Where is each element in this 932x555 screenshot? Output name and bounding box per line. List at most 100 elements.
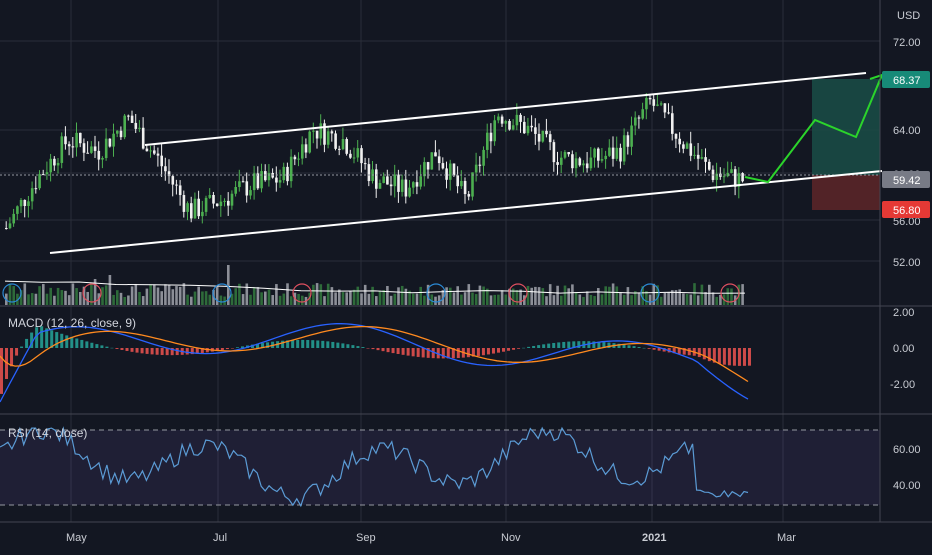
volume-bar (271, 295, 274, 305)
candle-body (537, 133, 541, 142)
volume-bar (289, 296, 293, 305)
volume-bar (671, 290, 674, 305)
candle-body (301, 144, 304, 159)
candle-body (574, 158, 578, 169)
volume-bar (615, 286, 619, 305)
projection-path[interactable] (744, 74, 883, 184)
volume-bar (123, 296, 126, 305)
volume-bar (67, 295, 71, 305)
macd-hist-bar (627, 345, 631, 348)
x-label-mar: Mar (777, 532, 796, 544)
macd-hist-bar (517, 348, 521, 349)
volume-bar (430, 294, 434, 305)
channel-upper-line[interactable] (144, 72, 867, 146)
candle-body (12, 213, 15, 224)
macd-hist-bar (140, 348, 144, 354)
volume-bar (219, 295, 223, 305)
volume-bar (486, 288, 489, 305)
macd-hist-bar (702, 348, 706, 360)
macd-hist-bar (356, 346, 360, 348)
candle-body (108, 138, 112, 147)
candle-body (382, 176, 385, 183)
volume-bar (589, 294, 593, 305)
candle-body (604, 155, 607, 160)
candle-body (737, 173, 741, 187)
candle-body (463, 180, 467, 195)
candle-layer (5, 93, 744, 230)
volume-bar (27, 294, 30, 305)
candle-body (526, 125, 530, 134)
candle-body (330, 131, 334, 134)
candle-body (71, 146, 75, 148)
macd-hist-bar (537, 345, 541, 348)
macd-hist-bar (316, 340, 320, 348)
macd-hist-bar (230, 348, 234, 349)
candle-body (393, 174, 397, 187)
candle-body (408, 187, 411, 197)
target-zone (812, 79, 880, 175)
volume-bar (241, 294, 245, 305)
candle-body (423, 162, 426, 177)
candle-body (741, 173, 744, 182)
volume-bar (389, 295, 393, 305)
macd-hist-bar (496, 348, 500, 353)
candle-body (478, 164, 482, 166)
macd-hist-bar (40, 326, 44, 348)
volume-bar (23, 283, 27, 305)
macd-tick-0: 0.00 (893, 343, 914, 355)
volume-bar (700, 284, 704, 305)
macd-title: MACD (12, 26, close, 9) (8, 316, 136, 330)
dividend-marker-icon (212, 283, 232, 303)
volume-bar (264, 291, 267, 305)
macd-hist-bar (431, 348, 435, 359)
macd-hist-bar (90, 342, 94, 348)
macd-hist-bar (507, 348, 511, 351)
macd-hist-bar (376, 348, 380, 351)
volume-bar (326, 283, 330, 305)
volume-bar (515, 289, 519, 305)
macd-hist-bar (722, 348, 726, 365)
candle-body (456, 175, 459, 187)
candle-body (19, 199, 23, 207)
volume-bar (708, 284, 711, 305)
macd-hist-bar (562, 341, 566, 348)
volume-bar (267, 289, 271, 305)
macd-hist-bar (145, 348, 149, 354)
macd-hist-bar (361, 347, 365, 348)
candle-body (241, 181, 245, 183)
channel-lower-line[interactable] (49, 170, 883, 254)
volume-bar (474, 294, 478, 305)
volume-bar (175, 286, 178, 305)
macd-hist-bar (185, 348, 189, 355)
volume-bar (238, 283, 241, 305)
macd-hist-bar (20, 346, 24, 348)
candle-body (123, 115, 126, 138)
candle-body (230, 193, 234, 206)
volume-bar (286, 283, 289, 305)
candle-body (548, 134, 552, 143)
candle-body (93, 146, 97, 151)
candle-body (619, 147, 622, 162)
volume-bar (208, 294, 212, 305)
volume-bar (645, 291, 648, 305)
candle-body (704, 157, 707, 162)
volume-bar (127, 295, 130, 305)
volume-bar (685, 294, 689, 305)
volume-bar (652, 283, 656, 305)
candle-body (608, 147, 611, 156)
volume-bar (478, 285, 482, 305)
volume-bar (412, 293, 415, 305)
macd-tick-neg2: -2.00 (890, 379, 915, 391)
macd-hist-bar (426, 348, 430, 358)
volume-bar (441, 290, 445, 305)
macd-hist-bar (160, 348, 164, 355)
macd-hist-bar (542, 344, 546, 348)
candle-body (419, 176, 422, 187)
volume-bar (45, 293, 49, 305)
volume-bar (297, 293, 300, 305)
volume-bar (426, 284, 430, 305)
candle-body (511, 125, 515, 130)
macd-hist-bar (748, 348, 751, 366)
